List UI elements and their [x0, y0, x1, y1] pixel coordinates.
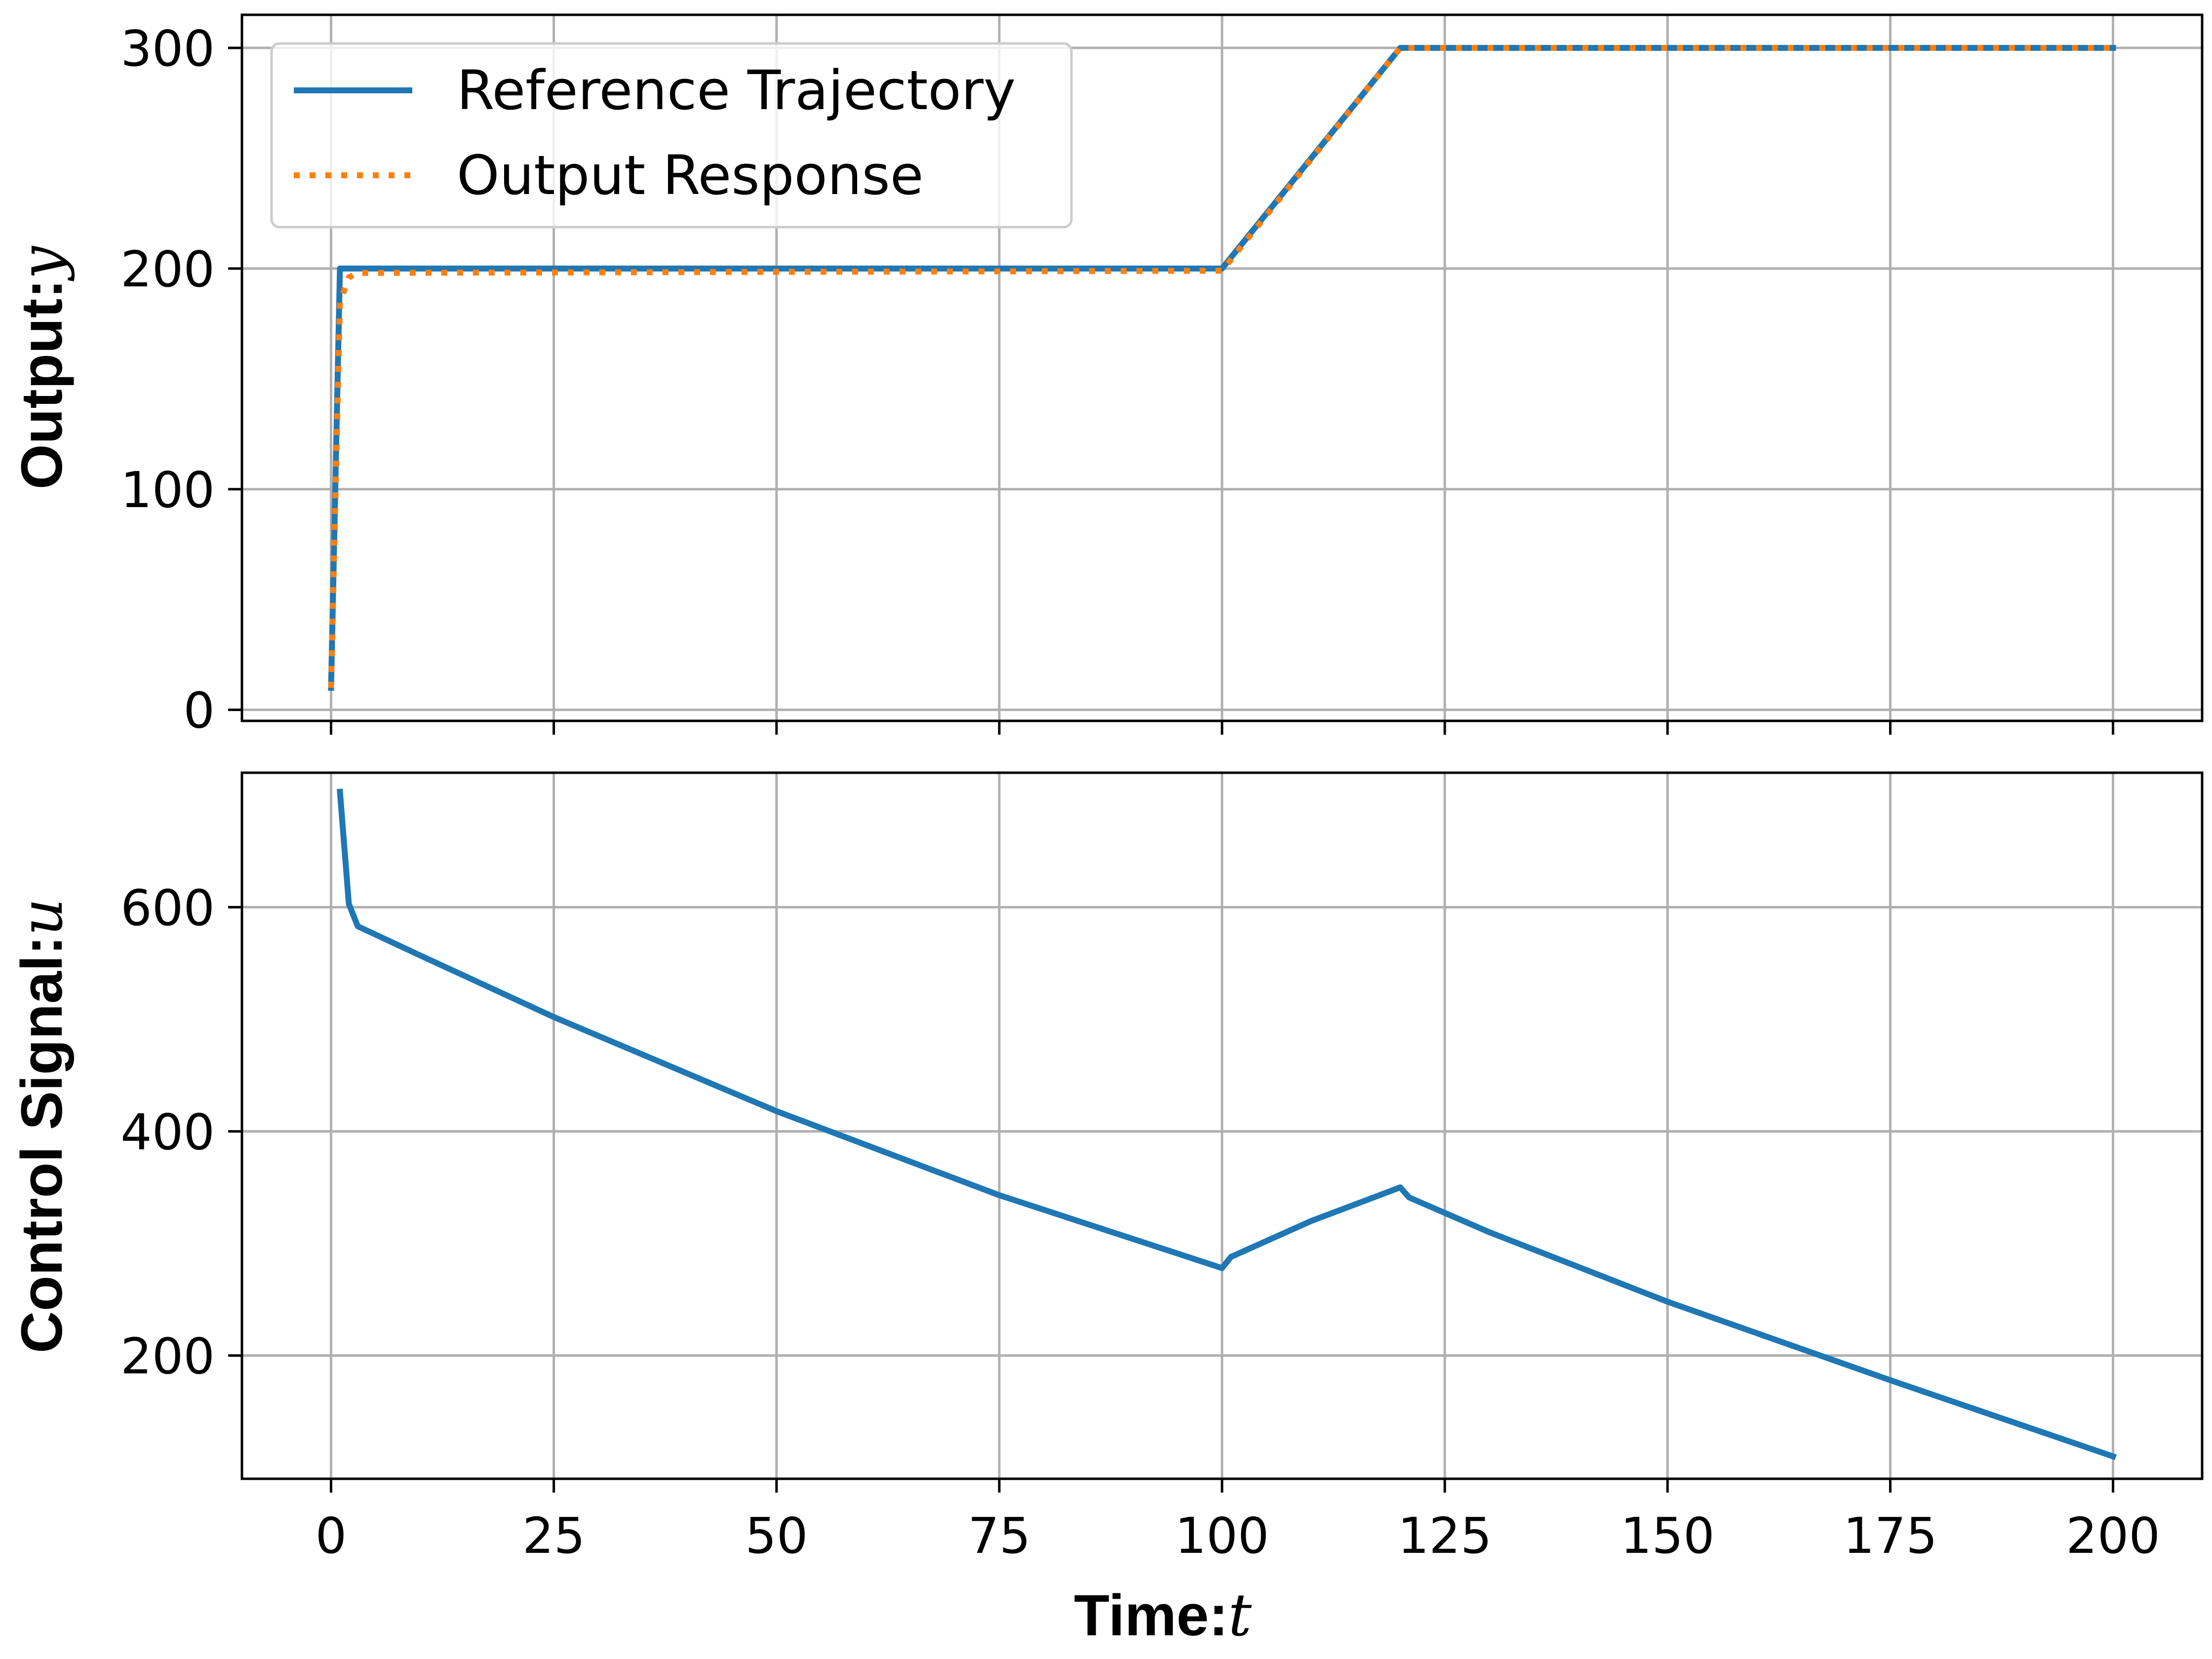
- x-tick-label: 150: [1620, 1507, 1715, 1565]
- x-tick-label: 75: [968, 1507, 1030, 1565]
- panel-output: 0 100 200 300 Output:y Reference Trajectory Ou…: [7, 13, 2204, 740]
- x-tick-label: 25: [522, 1507, 585, 1565]
- y-tick-label: 100: [120, 461, 215, 519]
- y-tick-label: 200: [120, 240, 215, 298]
- panel-control: 0 25 50 75 100 125 150 175 200 200 400 600 Control S…: [7, 771, 2204, 1649]
- legend: Reference Trajectory Output Response: [270, 42, 1073, 229]
- x-tick-label: 50: [745, 1507, 808, 1565]
- y-axis-title: Output:y: [7, 245, 76, 489]
- y-tick-label: 600: [120, 879, 215, 937]
- y-tick-label: 400: [120, 1103, 215, 1161]
- x-tick-label: 100: [1175, 1507, 1269, 1565]
- y-tick-label: 300: [120, 20, 215, 78]
- legend-label: Output Response: [457, 144, 923, 207]
- legend-box: [270, 42, 1073, 229]
- y-tick-label: 200: [120, 1327, 215, 1385]
- x-tick-label: 125: [1398, 1507, 1492, 1565]
- y-axis-title: Control Signal:u: [7, 898, 76, 1353]
- legend-label: Reference Trajectory: [457, 59, 1016, 122]
- x-tick-label: 0: [316, 1507, 347, 1565]
- x-tick-label: 200: [2066, 1507, 2160, 1565]
- series-line-control-signal: [337, 789, 2117, 1461]
- x-axis-title: Time:t: [1074, 1581, 1252, 1649]
- y-tick-label: 0: [183, 682, 215, 740]
- x-tick-label: 175: [1843, 1507, 1937, 1565]
